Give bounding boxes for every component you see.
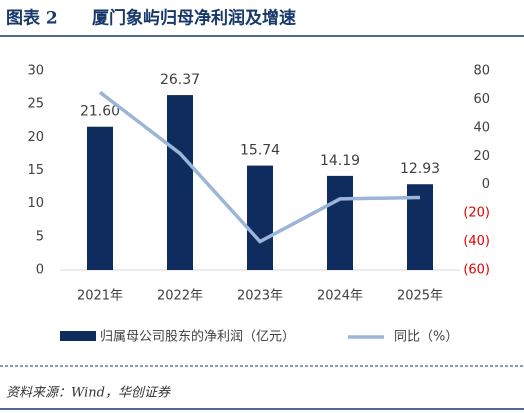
y2-tick-label: 80 [473, 64, 490, 79]
y2-tick-label: 20 [473, 149, 490, 164]
value-label: 26.37 [160, 72, 200, 88]
figure-label: 图表 2 [6, 8, 58, 29]
y2-tick-label: (40) [463, 234, 490, 249]
value-label: 12.93 [400, 161, 440, 177]
bar [167, 95, 193, 270]
x-tick-label: 2024年 [317, 289, 363, 304]
y2-tick-label: 0 [482, 177, 490, 192]
y2-tick-label: 60 [473, 92, 490, 107]
bar [87, 126, 113, 270]
y-tick-label: 15 [27, 163, 44, 178]
source: 资料来源：Wind，华创证券 [6, 386, 171, 401]
chart-title: 厦门象屿归母净利润及增速 [92, 8, 296, 29]
value-label: 14.19 [320, 153, 360, 169]
legend-label: 同比（%） [394, 330, 458, 345]
y-tick-label: 20 [27, 130, 44, 145]
y2-tick-label: (60) [463, 263, 490, 278]
value-label: 15.74 [240, 143, 280, 159]
y-tick-label: 30 [27, 64, 44, 79]
bar [327, 175, 353, 270]
y-tick-label: 25 [27, 97, 44, 112]
x-tick-label: 2025年 [397, 289, 443, 304]
y-tick-label: 0 [36, 263, 44, 278]
x-tick-label: 2021年 [77, 289, 123, 304]
y-tick-label: 5 [36, 229, 44, 244]
line [98, 90, 421, 244]
legend-swatch [60, 331, 96, 341]
x-tick-label: 2022年 [157, 289, 203, 304]
y2-tick-label: (20) [463, 206, 490, 221]
y2-tick-label: 40 [473, 120, 490, 135]
y-tick-label: 10 [27, 196, 44, 211]
value-label: 21.60 [80, 104, 120, 120]
x-tick-label: 2023年 [237, 289, 283, 304]
bar [247, 165, 273, 270]
legend-label: 归属母公司股东的净利润（亿元） [100, 329, 295, 345]
